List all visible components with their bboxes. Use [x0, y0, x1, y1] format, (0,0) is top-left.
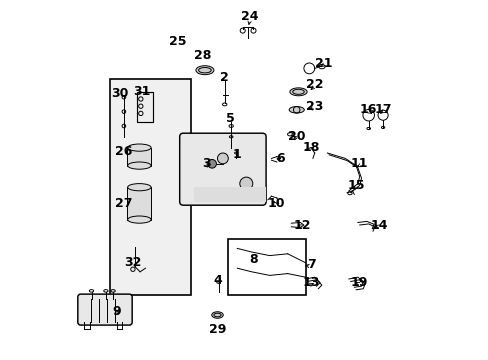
Text: 11: 11 — [350, 157, 367, 170]
Text: 23: 23 — [305, 100, 323, 113]
Bar — [127, 148, 151, 166]
Text: 7: 7 — [306, 258, 315, 271]
Text: 2: 2 — [220, 71, 228, 84]
Circle shape — [217, 153, 228, 164]
Text: 12: 12 — [293, 219, 310, 231]
Ellipse shape — [127, 162, 151, 169]
Text: 27: 27 — [115, 197, 132, 210]
Text: 15: 15 — [346, 179, 364, 192]
Text: 25: 25 — [169, 35, 186, 48]
Ellipse shape — [288, 107, 304, 113]
Circle shape — [239, 177, 252, 190]
Text: 26: 26 — [115, 145, 132, 158]
Text: 10: 10 — [266, 197, 284, 210]
Text: 17: 17 — [374, 103, 391, 116]
Text: 29: 29 — [208, 323, 226, 336]
Ellipse shape — [127, 144, 151, 151]
Ellipse shape — [127, 216, 151, 223]
Text: 14: 14 — [370, 219, 387, 231]
Text: 31: 31 — [133, 85, 150, 98]
Text: 8: 8 — [249, 253, 257, 266]
Ellipse shape — [127, 184, 151, 191]
Text: 1: 1 — [232, 148, 241, 161]
FancyBboxPatch shape — [78, 294, 132, 325]
Text: 19: 19 — [350, 276, 367, 289]
Text: 20: 20 — [287, 130, 305, 143]
Ellipse shape — [289, 88, 306, 96]
Text: 32: 32 — [124, 256, 142, 269]
Text: 3: 3 — [202, 157, 211, 170]
Ellipse shape — [211, 312, 223, 318]
Bar — [127, 187, 151, 220]
Text: 13: 13 — [302, 276, 319, 289]
Text: 28: 28 — [194, 49, 211, 62]
FancyBboxPatch shape — [179, 133, 265, 205]
Text: 9: 9 — [112, 305, 121, 318]
Bar — [136, 92, 152, 122]
Text: 18: 18 — [302, 141, 319, 154]
Text: 22: 22 — [305, 78, 323, 91]
Text: 30: 30 — [111, 87, 129, 100]
Text: 5: 5 — [225, 112, 234, 125]
Text: 21: 21 — [314, 57, 332, 69]
Ellipse shape — [196, 66, 213, 75]
Text: 16: 16 — [359, 103, 377, 116]
Text: 4: 4 — [213, 274, 222, 287]
Bar — [109, 79, 190, 295]
Circle shape — [207, 159, 216, 168]
Bar — [228, 239, 305, 295]
Text: 24: 24 — [241, 10, 258, 23]
Text: 6: 6 — [276, 152, 284, 165]
